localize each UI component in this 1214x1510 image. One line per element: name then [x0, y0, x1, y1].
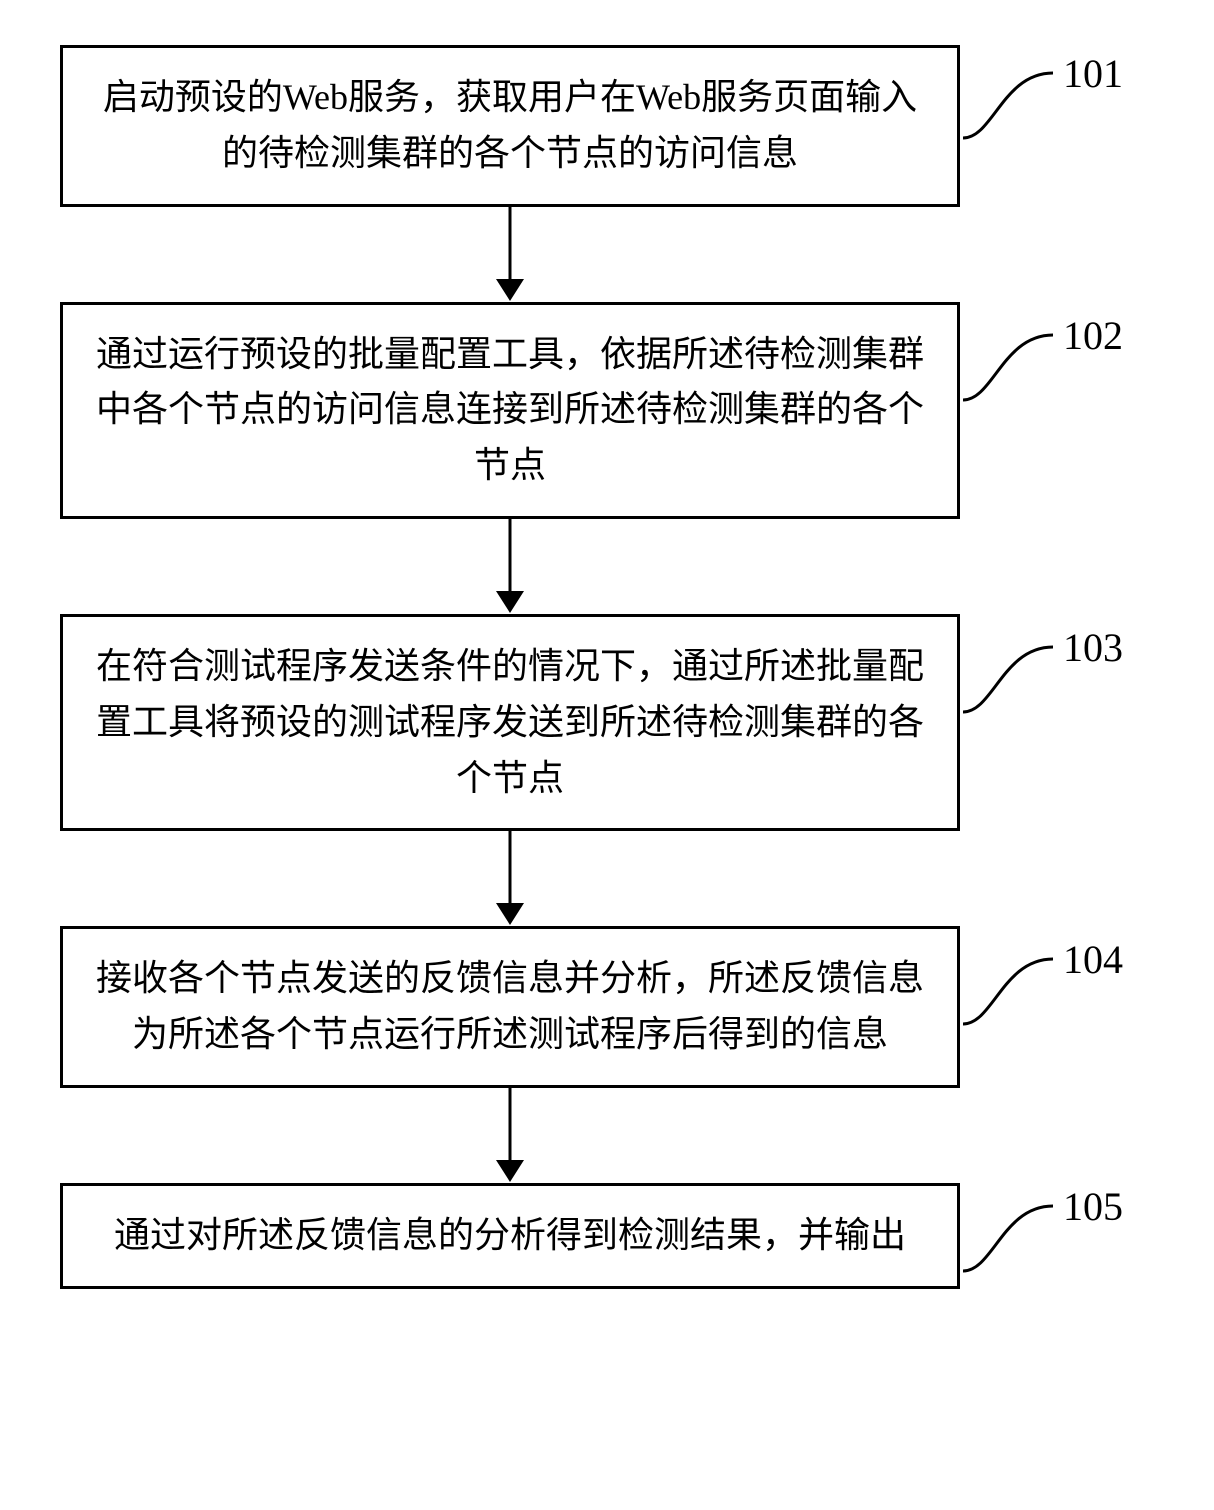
- flow-step-text: 通过运行预设的批量配置工具，依据所述待检测集群中各个节点的访问信息连接到所述待检…: [96, 334, 924, 486]
- label-connector: [963, 642, 1063, 732]
- flow-arrow: [60, 831, 960, 926]
- flow-step-box: 在符合测试程序发送条件的情况下，通过所述批量配置工具将预设的测试程序发送到所述待…: [60, 614, 960, 831]
- label-connector: [963, 1201, 1063, 1291]
- flow-arrow: [60, 207, 960, 302]
- flow-arrow: [60, 1088, 960, 1183]
- flowchart-container: 启动预设的Web服务，获取用户在Web服务页面输入的待检测集群的各个节点的访问信…: [60, 45, 1150, 1289]
- step-label: 105: [1063, 1176, 1123, 1238]
- flow-arrow: [60, 519, 960, 614]
- label-connector: [963, 68, 1063, 158]
- flow-step-text: 通过对所述反馈信息的分析得到检测结果，并输出: [114, 1215, 906, 1255]
- flow-step-text: 接收各个节点发送的反馈信息并分析，所述反馈信息为所述各个节点运行所述测试程序后得…: [96, 958, 924, 1054]
- step-label: 101: [1063, 43, 1123, 105]
- flow-step-box: 通过对所述反馈信息的分析得到检测结果，并输出 105: [60, 1183, 960, 1289]
- flow-step-box: 接收各个节点发送的反馈信息并分析，所述反馈信息为所述各个节点运行所述测试程序后得…: [60, 926, 960, 1088]
- label-connector: [963, 954, 1063, 1044]
- flow-step-text: 启动预设的Web服务，获取用户在Web服务页面输入的待检测集群的各个节点的访问信…: [103, 77, 917, 173]
- label-connector: [963, 330, 1063, 420]
- flow-step-box: 启动预设的Web服务，获取用户在Web服务页面输入的待检测集群的各个节点的访问信…: [60, 45, 960, 207]
- step-label: 104: [1063, 929, 1123, 991]
- step-label: 102: [1063, 305, 1123, 367]
- flow-step-box: 通过运行预设的批量配置工具，依据所述待检测集群中各个节点的访问信息连接到所述待检…: [60, 302, 960, 519]
- step-label: 103: [1063, 617, 1123, 679]
- flow-step-text: 在符合测试程序发送条件的情况下，通过所述批量配置工具将预设的测试程序发送到所述待…: [96, 646, 924, 798]
